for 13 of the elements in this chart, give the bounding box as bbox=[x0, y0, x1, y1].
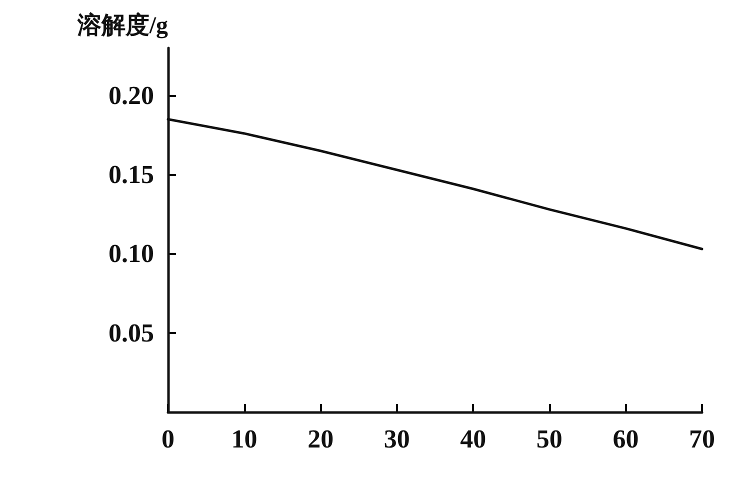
x-tick-label: 40 bbox=[460, 424, 486, 454]
x-tick-label: 20 bbox=[308, 424, 334, 454]
x-tick-label: 70 bbox=[689, 424, 715, 454]
y-tick-label: 0.10 bbox=[108, 239, 154, 268]
y-tick-label: 0.15 bbox=[108, 160, 154, 190]
x-tick-label: 30 bbox=[384, 424, 410, 454]
x-tick-label: 50 bbox=[536, 424, 562, 454]
y-tick-label: 0.20 bbox=[108, 80, 154, 110]
x-tick-label: 0 bbox=[162, 424, 174, 454]
x-tick-label: 60 bbox=[612, 424, 639, 454]
y-axis-title: 溶解度/g bbox=[76, 12, 168, 39]
y-tick-label: 0.05 bbox=[108, 318, 154, 348]
x-tick-label: 10 bbox=[231, 424, 258, 454]
